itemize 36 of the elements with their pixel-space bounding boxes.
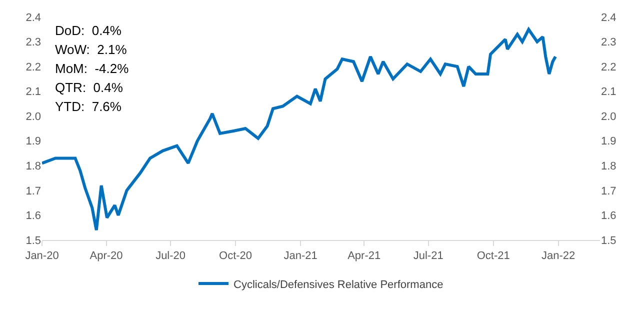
x-tick-label: Jul-21 xyxy=(413,250,444,262)
x-tick-label: Jan-20 xyxy=(25,250,59,262)
y-tick-label: 1.9 xyxy=(26,136,41,148)
x-tick-label: Jul-20 xyxy=(156,250,186,262)
line-series xyxy=(42,28,557,232)
y-tick-label: 1.6 xyxy=(26,210,41,222)
x-tick-label: Apr-20 xyxy=(90,250,123,262)
annotation: MoM: -4.2% xyxy=(55,61,130,76)
x-tick-label: Jan-21 xyxy=(284,250,318,262)
y2-tick-label: 2.0 xyxy=(601,110,616,123)
annotation: WoW: 2.1% xyxy=(55,42,128,57)
y-tick-label: 2.1 xyxy=(26,86,41,98)
y2-tick-label: 1.8 xyxy=(601,160,616,173)
y2-tick-label: 1.9 xyxy=(601,136,616,148)
annotation: YTD: 7.6% xyxy=(55,99,122,114)
y2-tick-label: 1.6 xyxy=(601,210,616,222)
x-tick-label: Oct-21 xyxy=(476,250,510,262)
y2-tick-label: 2.1 xyxy=(601,86,616,98)
x-tick-label: Apr-21 xyxy=(348,250,381,262)
y2-tick-label: 2.4 xyxy=(601,12,616,24)
x-tick-label: Jan-22 xyxy=(542,250,576,262)
y2-tick-label: 1.5 xyxy=(601,234,616,247)
y2-tick-label: 2.2 xyxy=(601,61,616,74)
x-tick-label: Oct-20 xyxy=(219,250,252,262)
y2-tick-label: 1.7 xyxy=(601,185,616,198)
annotation: QTR: 0.4% xyxy=(55,80,124,95)
y-tick-label: 1.5 xyxy=(26,234,41,247)
y-tick-label: 1.7 xyxy=(26,185,41,198)
y-tick-label: 1.8 xyxy=(26,160,41,173)
y-tick-label: 2.0 xyxy=(26,110,41,123)
legend-label: Cyclicals/Defensives Relative Performance xyxy=(234,278,444,291)
y-tick-label: 2.2 xyxy=(26,61,41,74)
annotation: DoD: 0.4% xyxy=(55,23,122,38)
y2-tick-label: 2.3 xyxy=(601,36,616,49)
y-tick-label: 2.4 xyxy=(26,12,41,24)
y-tick-label: 2.3 xyxy=(26,36,41,49)
